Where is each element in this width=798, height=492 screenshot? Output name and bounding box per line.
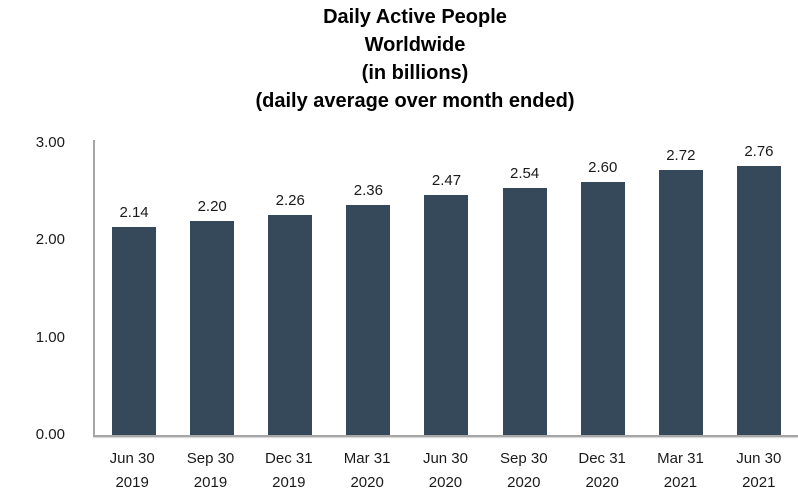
x-axis-label: Jun 30 2019 <box>109 450 155 491</box>
bar-value-label: 2.36 <box>353 182 383 200</box>
x-axis-label: Mar 31 2021 <box>657 450 704 491</box>
bar-value-label: 2.26 <box>275 192 305 209</box>
y-tick-label: 3.00 <box>35 134 65 151</box>
bar-column: 2.36 <box>329 140 407 435</box>
bar-value-label: 2.60 <box>588 158 618 176</box>
bar-column: 2.20 <box>173 140 251 435</box>
bar-value-label: 2.76 <box>744 143 774 161</box>
bar-column: 2.60 <box>564 140 642 435</box>
bar <box>736 166 781 435</box>
bar-column: 2.26 <box>251 140 329 435</box>
y-axis-tick-labels: 0.00 1.00 2.00 3.00 <box>0 134 68 443</box>
y-tick-label: 2.00 <box>35 231 65 249</box>
bar <box>502 187 547 435</box>
bar-value-label: 2.54 <box>510 164 540 182</box>
bar-column: 2.54 <box>486 140 564 435</box>
bars-row: 2.14 2.20 2.26 2.36 2.47 2.54 2.60 2.72 2.76 <box>95 140 798 435</box>
x-axis-line <box>93 435 798 437</box>
bar <box>112 226 157 435</box>
x-axis-label: Sep 30 2019 <box>186 450 235 491</box>
x-axis-label: Sep 30 2020 <box>500 450 548 491</box>
x-axis-label: Jun 30 2020 <box>422 450 468 491</box>
bar-column: 2.76 <box>720 140 798 435</box>
plot-area: 2.14 2.20 2.26 2.36 2.47 2.54 2.60 2.72 2.76 <box>93 140 798 437</box>
x-axis-label: Dec 31 2019 <box>265 450 313 491</box>
x-axis-label: Jun 30 2021 <box>736 450 782 491</box>
bar-column: 2.14 <box>95 140 173 435</box>
bar <box>580 181 625 435</box>
bar <box>346 205 391 435</box>
x-axis-label: Dec 31 2020 <box>578 450 626 491</box>
y-tick-label: 1.00 <box>35 328 65 346</box>
chart-title: Daily Active People Worldwide (in billio… <box>255 6 575 112</box>
bar <box>424 194 469 435</box>
y-tick-label: 0.00 <box>35 426 65 443</box>
bar <box>658 170 703 435</box>
bar-value-label: 2.20 <box>197 197 227 215</box>
bar <box>190 220 235 435</box>
x-axis-labels: Jun 30 2019 Sep 30 2019 Dec 31 2019 Mar 31 … <box>93 447 798 492</box>
x-axis-label: Mar 31 2020 <box>343 450 391 491</box>
bar-column: 2.47 <box>407 140 485 435</box>
bar <box>268 215 313 435</box>
bar-value-label: 2.47 <box>431 171 462 189</box>
bar-value-label: 2.72 <box>666 147 696 165</box>
bar-column: 2.72 <box>642 140 720 435</box>
bar-value-label: 2.14 <box>119 203 149 221</box>
